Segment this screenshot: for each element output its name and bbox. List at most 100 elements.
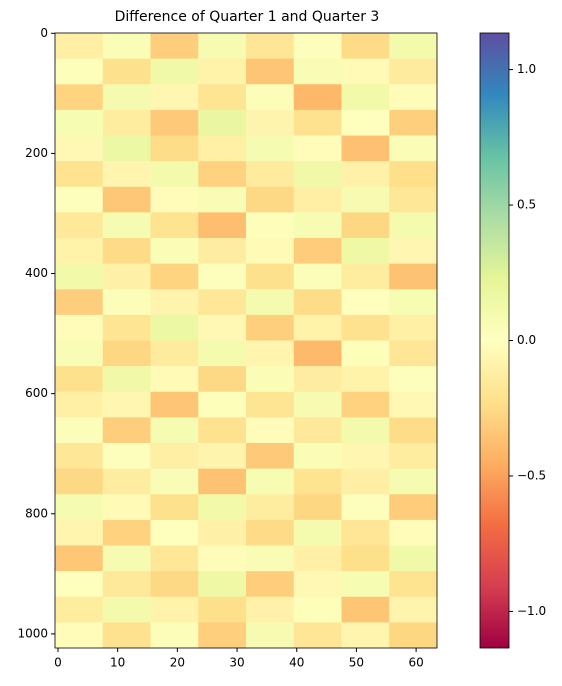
heatmap-cell (102, 443, 151, 469)
heatmap-cell (341, 571, 390, 598)
heatmap-cell (198, 443, 247, 469)
heatmap-cell (55, 238, 104, 264)
heatmap-cell (341, 622, 390, 649)
heatmap-cell (102, 263, 151, 290)
heatmap-cell (389, 289, 438, 316)
heatmap-cell (341, 161, 390, 188)
heatmap-cell (198, 519, 247, 546)
heatmap-cell (293, 33, 342, 59)
heatmap-cell (150, 135, 199, 162)
heatmap-cell (55, 263, 104, 290)
heatmap-cell (389, 33, 438, 59)
heatmap-cell (102, 366, 151, 393)
heatmap-cell (293, 622, 342, 649)
heatmap-cell (55, 186, 104, 213)
heatmap-cell (293, 571, 342, 598)
heatmap-cell (102, 161, 151, 188)
heatmap-cell (341, 314, 390, 341)
heatmap-cell (150, 186, 199, 213)
heatmap-cell (389, 186, 438, 213)
heatmap-cell (246, 596, 295, 623)
heatmap-cell (198, 366, 247, 393)
heatmap-cell (198, 596, 247, 623)
heatmap-cell (102, 519, 151, 546)
heatmap-cell (102, 494, 151, 521)
heatmap-cell (246, 545, 295, 572)
heatmap-cell (150, 109, 199, 136)
heatmap-cell (341, 340, 390, 367)
heatmap-cell (55, 58, 104, 85)
heatmap-cell (389, 571, 438, 598)
heatmap-cell (102, 622, 151, 649)
heatmap-cell (293, 468, 342, 495)
x-tick-label: 10 (110, 656, 125, 670)
heatmap-cell (150, 596, 199, 623)
y-tick-label: 600 (25, 386, 48, 400)
heatmap-cell (150, 571, 199, 598)
x-tick-label: 40 (289, 656, 304, 670)
heatmap-cell (246, 366, 295, 393)
colorbar-tick-label: 0.0 (517, 333, 536, 347)
heatmap-cell (150, 33, 199, 59)
heatmap-cell (102, 545, 151, 572)
heatmap-cell (150, 314, 199, 341)
heatmap-cell (389, 519, 438, 546)
heatmap-cell (55, 33, 104, 59)
heatmap-cell (102, 212, 151, 239)
heatmap-cell (102, 596, 151, 623)
heatmap-cell (246, 263, 295, 290)
x-tick-label: 30 (229, 656, 244, 670)
heatmap-cell (102, 417, 151, 444)
heatmap-cell (102, 135, 151, 162)
heatmap-cell (293, 443, 342, 469)
heatmap-cell (55, 468, 104, 495)
heatmap-cell (198, 33, 247, 59)
heatmap-cell (389, 84, 438, 111)
colorbar-tick-label: −1.0 (517, 604, 546, 618)
heatmap-cell (55, 417, 104, 444)
heatmap-cell (150, 468, 199, 495)
heatmap-cell (150, 238, 199, 264)
heatmap-cell (341, 33, 390, 59)
y-tick-label: 1000 (17, 626, 48, 640)
chart-title: Difference of Quarter 1 and Quarter 3 (115, 9, 380, 25)
heatmap-cell (246, 443, 295, 469)
heatmap-cell (341, 443, 390, 469)
heatmap-cell (293, 135, 342, 162)
x-tick-label: 50 (349, 656, 364, 670)
heatmap-cell (102, 391, 151, 418)
heatmap-cell (293, 391, 342, 418)
heatmap-cell (150, 494, 199, 521)
heatmap-cell (341, 263, 390, 290)
heatmap-cell (293, 596, 342, 623)
heatmap-cell (246, 314, 295, 341)
heatmap-cell (389, 366, 438, 393)
heatmap-cell (102, 186, 151, 213)
heatmap-cell (198, 417, 247, 444)
heatmap-cell (293, 161, 342, 188)
heatmap-cell (198, 212, 247, 239)
heatmap-cell (341, 468, 390, 495)
heatmap-cell (55, 366, 104, 393)
heatmap-cell (102, 84, 151, 111)
heatmap-cell (246, 391, 295, 418)
heatmap-cell (198, 238, 247, 264)
heatmap-cell (150, 58, 199, 85)
heatmap-cell (389, 468, 438, 495)
heatmap-cell (55, 135, 104, 162)
heatmap-cell (341, 494, 390, 521)
heatmap-cell (198, 289, 247, 316)
heatmap-cell (150, 417, 199, 444)
heatmap-cell (55, 443, 104, 469)
heatmap-cell (246, 238, 295, 264)
heatmap-cell (198, 340, 247, 367)
heatmap-cell (198, 58, 247, 85)
heatmap-cell (246, 417, 295, 444)
heatmap-cell (389, 135, 438, 162)
heatmap-cell (341, 519, 390, 546)
heatmap-cell (55, 519, 104, 546)
heatmap-cell (150, 519, 199, 546)
heatmap-cell (102, 314, 151, 341)
heatmap-cell (389, 340, 438, 367)
